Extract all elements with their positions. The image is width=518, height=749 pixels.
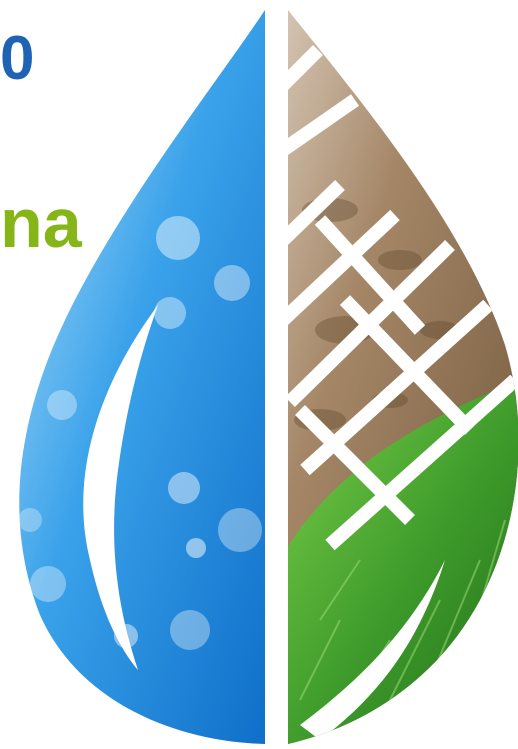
soil-grass-leaf-segment	[288, 10, 518, 744]
headline-fragment-1: 0	[0, 24, 35, 93]
water-drop-segment	[19, 10, 266, 744]
headline-fragment-2: na	[0, 184, 82, 262]
center-divider	[265, 0, 288, 749]
